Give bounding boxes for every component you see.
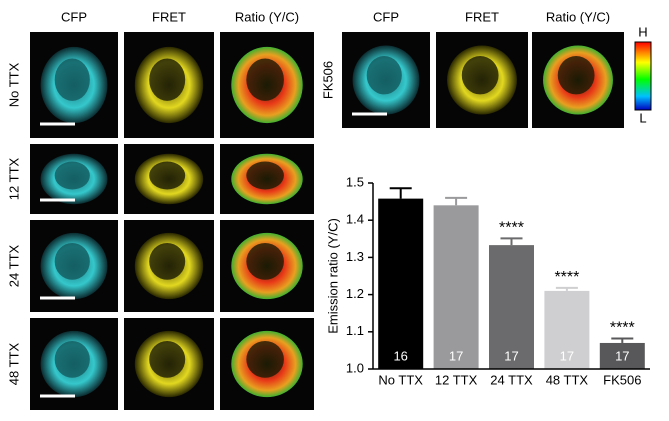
y-tick-label: 1.5 [346, 174, 364, 189]
nucleus [246, 161, 284, 190]
column-header: FRET [465, 9, 499, 24]
significance: **** [499, 220, 524, 237]
row-label: 48 TTX [6, 342, 21, 385]
row-label: No TTX [6, 62, 21, 107]
nucleus [246, 243, 284, 280]
row-label: 24 TTX [6, 244, 21, 287]
column-header: Ratio (Y/C) [546, 9, 610, 24]
nucleus [54, 243, 90, 280]
nucleus [557, 55, 595, 95]
bar [544, 290, 590, 369]
nucleus [149, 58, 186, 101]
bar-count: 16 [393, 348, 407, 363]
y-tick-label: 1.2 [346, 286, 364, 301]
nucleus [246, 58, 284, 101]
x-tick-label: 24 TTX [490, 372, 533, 387]
column-header: FRET [152, 9, 186, 24]
column-header: Ratio (Y/C) [235, 9, 299, 24]
column-header: CFP [61, 9, 87, 24]
bar [489, 245, 534, 369]
significance: **** [610, 320, 635, 337]
column-header: CFP [373, 9, 399, 24]
bar-count: 17 [449, 348, 463, 363]
x-tick-label: No TTX [378, 372, 423, 387]
bar-count: 17 [560, 348, 574, 363]
scale-low: L [639, 110, 646, 125]
y-axis-label: Emission ratio (Y/C) [325, 218, 340, 334]
nucleus [149, 161, 186, 190]
nucleus [54, 161, 90, 190]
nucleus [461, 55, 499, 95]
scale-high: H [638, 24, 647, 39]
bar [433, 205, 479, 369]
nucleus [149, 243, 186, 280]
x-tick-label: FK506 [603, 372, 641, 387]
bar-count: 17 [504, 348, 518, 363]
y-tick-label: 1.3 [346, 249, 364, 264]
y-tick-label: 1.4 [346, 212, 364, 227]
y-tick-label: 1.1 [346, 323, 364, 338]
x-tick-label: 48 TTX [546, 372, 589, 387]
nucleus [54, 58, 90, 101]
color-scale [634, 41, 652, 111]
significance: **** [554, 269, 579, 286]
bar-count: 17 [615, 348, 629, 363]
x-tick-label: 12 TTX [435, 372, 478, 387]
nucleus [54, 341, 90, 378]
row-label: 12 TTX [6, 157, 21, 200]
row-label: FK506 [320, 61, 335, 99]
bar [378, 198, 424, 369]
nucleus [246, 341, 284, 378]
nucleus [366, 55, 402, 95]
nucleus [149, 341, 186, 378]
y-tick-label: 1.0 [346, 360, 364, 375]
bar [599, 342, 645, 369]
